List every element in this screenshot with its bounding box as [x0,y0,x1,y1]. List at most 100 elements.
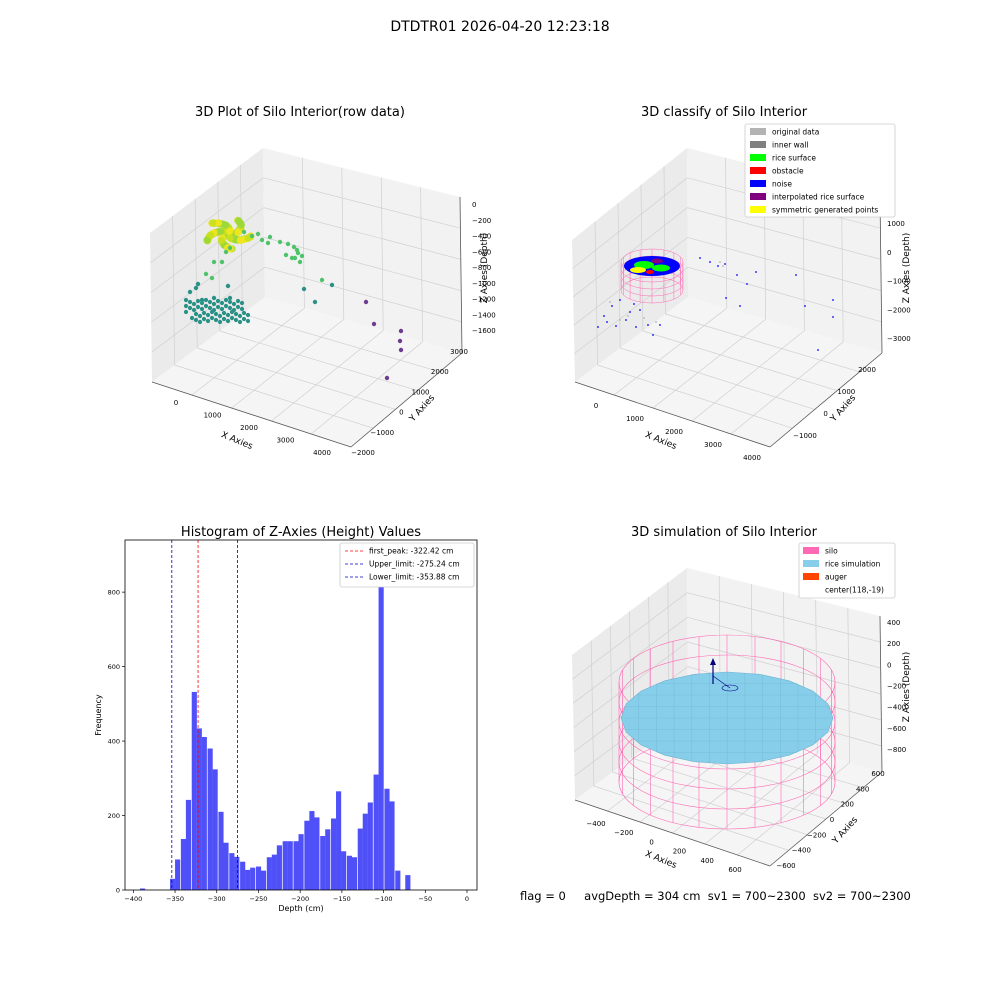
panel1-point [217,313,223,319]
panel1-point [195,281,201,287]
sv2-value: sv2 = 700~2300 [812,889,911,903]
histogram-bar [196,728,202,890]
panel1-x-tick: 1000 [204,412,222,420]
histogram-bar [212,769,218,890]
panel1-grid-line [380,177,384,331]
panel2-y-tick: 0 [823,410,827,418]
panel2-noise-point [633,303,635,305]
panel1-point [237,319,243,325]
panel1-x-axis-line [151,381,352,448]
histogram-bar [185,799,192,890]
panel4-z-tick: −200 [887,683,906,691]
panel2-noise-point [739,305,741,307]
panel1-x-ticks: 0 1000 2000 3000 4000 [174,399,331,457]
panel2-noise-point [652,334,654,336]
panel2-noise-point [615,325,617,327]
histogram-bar [320,836,326,890]
panel4-legend: silo rice simulation auger center(118,-19) [798,542,896,599]
panel1-point [289,255,295,261]
histogram-x-tick-label: −400 [124,895,142,903]
panel1-point [227,305,233,311]
panel1-point [219,259,225,265]
panel4-y-tick: −400 [792,847,811,855]
panel2-grid-line [617,203,621,349]
panel4-legend-label: rice simulation [825,560,881,569]
panel1-z-tick: −200 [472,217,491,225]
histogram-y-ticks: 0 200 400 600 800 [108,589,125,895]
histogram-vlines [171,540,238,890]
panel2-legend-label: inner wall [772,141,809,150]
panel2-noise-point [804,305,806,307]
panel2-legend-label: original data [772,128,819,137]
panel1-grid-line [151,266,265,353]
panel2-noise-point [795,274,797,276]
panel2-legend-box [744,123,896,218]
panel1-point [207,231,215,239]
panel1-grid-line [231,319,345,409]
panel1-point [234,228,242,236]
sv1-value: sv1 = 700~2300 [707,889,806,903]
panel2-noise-point [724,263,726,265]
panel2-grid-line [663,166,666,315]
panel1-point [235,298,241,304]
panel1-point [231,301,237,307]
panel4-center-marker [721,684,739,692]
histogram-y-tick-label: 0 [116,887,120,895]
histogram-bar [180,838,187,890]
panel2-noise-point [603,315,605,317]
panel2-original-point [643,317,645,319]
panel4-legend-swatch [803,560,819,567]
panel1-x-label: X Axies [219,430,254,452]
panel1-point [255,231,261,237]
panel4-x-tick: 400 [701,857,714,865]
panel1-point [193,317,199,323]
histogram-bar [373,774,379,890]
histogram-y-tick-label: 200 [108,812,120,820]
panel2-z-tick: 0 [887,249,891,257]
panel1-point [225,312,231,318]
panel1-z-tick: −800 [472,264,491,272]
panel1-point [189,315,195,321]
panel1-point [199,297,205,303]
panel2-classified-points [597,248,834,351]
panel2-noise-point [619,299,621,301]
figure-suptitle: DTDTR01 2026-04-20 12:23:18 [390,19,609,35]
panel1-point [197,319,203,325]
panel4-z-tick: 200 [887,640,900,648]
histogram-bar [395,870,401,890]
histogram-bar [245,869,251,890]
panel2-rice-surface [634,261,654,269]
panel4-x-tick: −200 [614,829,633,837]
histogram-bars [140,547,411,890]
panel4-z-tick: −400 [887,704,906,712]
panel1-point [209,309,215,315]
panel3-title: Histogram of Z-Axies (Height) Values [181,525,421,540]
panel4-y-tick: −200 [807,831,826,839]
panel1-grid-line [264,266,462,323]
panel1-point [191,301,197,307]
panel1-wall-back [263,148,462,353]
panel1-grid-line [271,330,384,422]
panel2-grid-line [572,207,688,298]
panel1-point [207,299,213,305]
panel1-x-tick: 0 [174,399,178,407]
panel1-z-tick: −1200 [472,296,496,304]
panel1-point [195,298,201,304]
panel2-grid-line [687,237,882,291]
panel4-wall-left [572,568,688,800]
panel2-noise-point [629,311,631,313]
panel1-point [237,221,245,229]
histogram-legend-box [339,542,475,588]
panel4-z-ticks: 400 200 0 −200 −400 −600 −800 [887,619,906,754]
panel1-point [227,245,233,251]
panel1-point [236,236,244,244]
panel2-z-axis-line [879,196,883,354]
panel2-legend-label: noise [772,180,792,189]
panel1-point [201,316,207,322]
panel2-x-tick: 0 [594,402,598,410]
panel1-point [235,304,241,310]
panel1-point [259,237,265,243]
panel1-point [205,318,211,324]
panel1-z-tick: −1000 [472,280,496,288]
panel1-grid-line [302,157,305,309]
